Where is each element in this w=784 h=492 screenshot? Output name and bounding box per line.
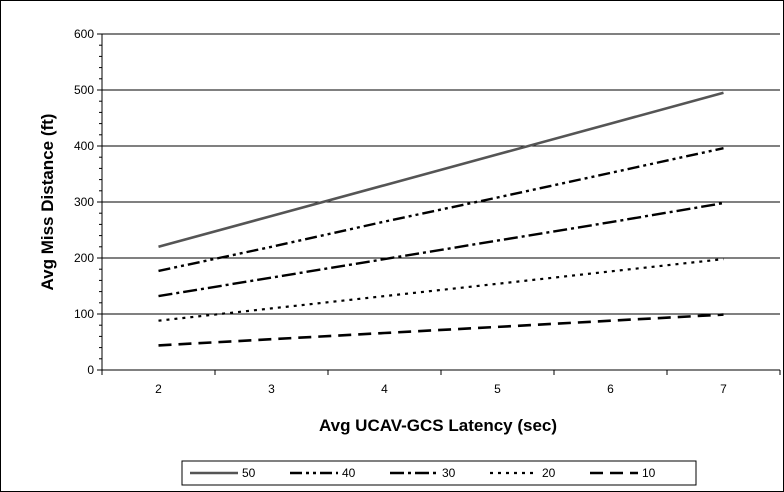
series-line-20	[158, 258, 724, 322]
y-tick-label-200: 200	[74, 251, 94, 265]
series-line-30	[158, 201, 724, 298]
y-tick-label-0: 0	[87, 363, 94, 377]
legend-label-20: 20	[542, 466, 556, 480]
y-tick-label-300: 300	[74, 195, 94, 209]
y-axis-title: Avg Miss Distance (ft)	[38, 114, 57, 291]
x-tick-label-2: 2	[155, 382, 162, 396]
y-tick-labels: 0 100 200 300 400 500 600	[74, 27, 94, 377]
axes	[97, 33, 781, 375]
y-tick-label-400: 400	[74, 139, 94, 153]
x-tick-label-7: 7	[720, 382, 727, 396]
legend: 50 40 30 20 10	[181, 460, 697, 486]
x-tick-label-6: 6	[607, 382, 614, 396]
legend-label-10: 10	[642, 466, 656, 480]
series-line-50	[158, 91, 724, 249]
y-tick-label-100: 100	[74, 307, 94, 321]
x-tick-labels: 2 3 4 5 6 7	[155, 382, 727, 396]
x-tick-label-3: 3	[268, 382, 275, 396]
y-tick-label-600: 600	[74, 27, 94, 41]
series-line-40	[158, 147, 724, 273]
legend-label-40: 40	[342, 466, 356, 480]
x-axis-title: Avg UCAV-GCS Latency (sec)	[319, 416, 557, 435]
series-lines	[158, 91, 724, 347]
y-tick-label-500: 500	[74, 83, 94, 97]
x-tick-label-5: 5	[494, 382, 501, 396]
series-line-10	[158, 313, 724, 347]
x-tick-label-4: 4	[381, 382, 388, 396]
legend-label-50: 50	[242, 466, 256, 480]
gridlines	[102, 33, 780, 315]
legend-label-30: 30	[442, 466, 456, 480]
